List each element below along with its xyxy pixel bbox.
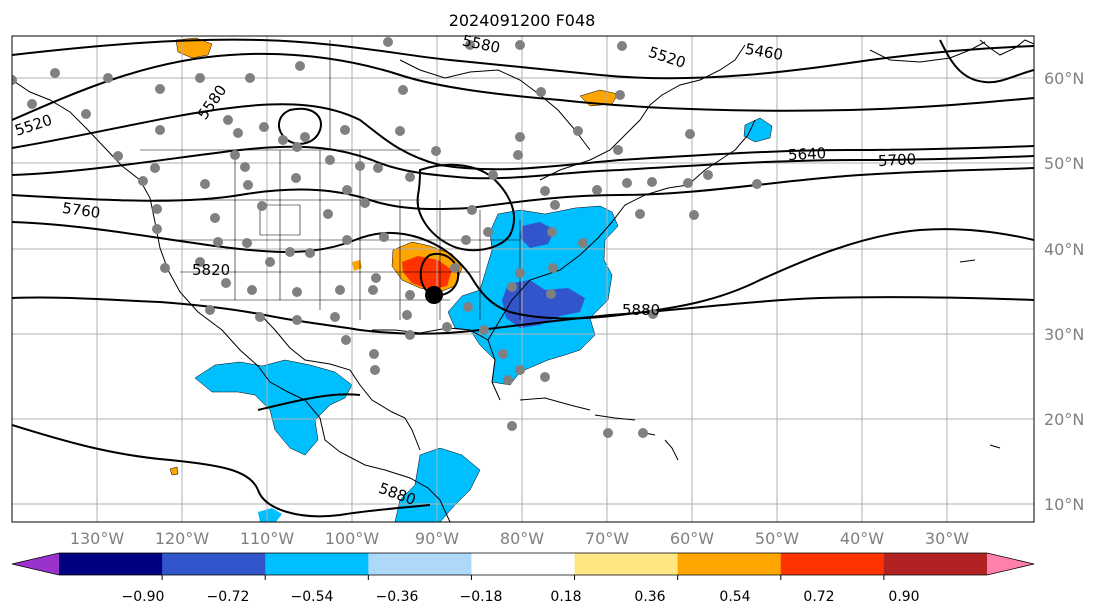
colorbar-outline: [11, 552, 1035, 576]
lat-label-60n: 60°N: [1044, 69, 1084, 88]
light-blue-small-south: [258, 508, 282, 522]
light-blue-region-atlantic: [743, 117, 773, 143]
lon-label-50w: 50°W: [755, 529, 799, 548]
colorbar-tick-054: 0.54: [719, 589, 750, 605]
lon-label-90w: 90°W: [415, 529, 459, 548]
lon-label-70w: 70°W: [585, 529, 629, 548]
colorbar-tick-018: 0.18: [550, 589, 581, 605]
figure-title: 2024091200 F048: [449, 11, 596, 30]
station-markers: [12, 37, 762, 438]
colorbar-segments: [11, 552, 1035, 580]
lat-label-40n: 40°N: [1044, 240, 1084, 259]
contour-label-5820: 5820: [192, 261, 230, 279]
blue-region-midatlantic: [520, 222, 555, 248]
colorbar-tick-036: 0.36: [634, 589, 665, 605]
latitude-labels: 60°N 50°N 40°N 30°N 20°N 10°N: [1044, 69, 1084, 514]
colorbar-tick-neg090: −0.90: [122, 589, 165, 605]
contour-label-5880-east: 5880: [622, 301, 660, 319]
colorbar-segment: [780, 553, 885, 575]
blue-region-southeast: [502, 280, 585, 328]
lat-label-50n: 50°N: [1044, 154, 1084, 173]
map-frame: [11, 35, 1035, 523]
map-panel: 5460 5520 5520 5580 5580 5640 5700 5760 …: [11, 31, 1084, 548]
light-blue-region-mexico: [194, 359, 353, 456]
colorbar-segment: [471, 553, 576, 575]
red-region-midwest: [402, 256, 452, 290]
anomaly-shading: [169, 37, 773, 522]
orange-region-canada-north: [175, 37, 213, 59]
lat-lon-grid: [12, 36, 1034, 522]
colorbar-segment: [574, 553, 679, 575]
colorbar-ticks: −0.90 −0.72 −0.54 −0.36 −0.18 0.18 0.36 …: [122, 589, 920, 605]
colorbar-extend-high: [987, 553, 1034, 575]
contour-label-5760: 5760: [61, 199, 101, 222]
contour-label-5700: 5700: [878, 150, 917, 170]
lon-label-40w: 40°W: [840, 529, 884, 548]
colorbar-tick-090: 0.90: [888, 589, 919, 605]
lon-label-30w: 30°W: [925, 529, 969, 548]
colorbar-segment: [677, 553, 782, 575]
lat-label-20n: 20°N: [1044, 410, 1084, 429]
colorbar-tick-neg072: −0.72: [207, 589, 250, 605]
colorbar: −0.90 −0.72 −0.54 −0.36 −0.18 0.18 0.36 …: [11, 552, 1035, 605]
lon-label-60w: 60°W: [670, 529, 714, 548]
colorbar-segment: [883, 553, 988, 575]
colorbar-extend-low: [12, 553, 59, 575]
colorbar-tick-072: 0.72: [803, 589, 834, 605]
colorbar-tick-neg054: −0.54: [291, 589, 334, 605]
colorbar-tick-neg036: −0.36: [376, 589, 419, 605]
colorbar-segment: [162, 553, 266, 575]
orange-region-small-pacific: [169, 466, 179, 476]
storm-center-marker: [425, 286, 443, 304]
lon-label-120w: 120°W: [155, 529, 210, 548]
lon-label-80w: 80°W: [500, 529, 544, 548]
lon-label-130w: 130°W: [70, 529, 125, 548]
colorbar-segment: [59, 553, 163, 575]
lon-label-100w: 100°W: [325, 529, 380, 548]
lon-label-110w: 110°W: [240, 529, 295, 548]
colorbar-tick-neg018: −0.18: [460, 589, 503, 605]
orange-region-small-plains: [352, 260, 362, 271]
lat-label-30n: 30°N: [1044, 325, 1084, 344]
lat-label-10n: 10°N: [1044, 495, 1084, 514]
longitude-labels: 130°W 120°W 110°W 100°W 90°W 80°W 70°W 6…: [70, 529, 969, 548]
colorbar-segment: [265, 553, 369, 575]
coastlines: [12, 39, 1034, 522]
colorbar-segment: [368, 553, 472, 575]
height-contours: [12, 38, 1034, 518]
contour-label-5640: 5640: [788, 144, 827, 164]
